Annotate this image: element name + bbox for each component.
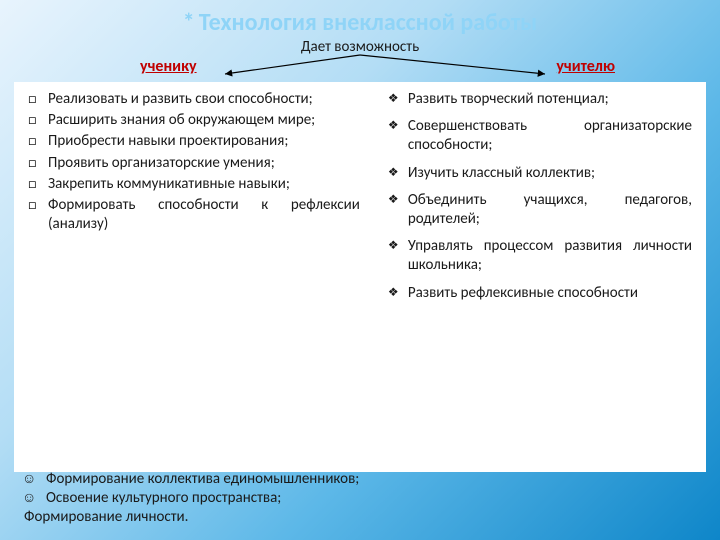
content-box: □Реализовать и развить свои способности;… (14, 82, 706, 472)
diamond-bullet-icon: ❖ (388, 191, 408, 210)
diamond-bullet-icon: ❖ (388, 164, 408, 183)
diamond-bullet-icon: ❖ (388, 90, 408, 109)
list-item: ❖Управлять процессом развития личности ш… (388, 237, 692, 275)
labels-row: ученику учителю (0, 57, 720, 81)
right-column: ❖Развить творческий потенциал; ❖Совершен… (374, 82, 706, 472)
star-icon: * (183, 8, 195, 37)
list-item: ❖Объединить учащихся, педагогов, родител… (388, 191, 692, 229)
item-text: Формировать способности к рефлексии (ана… (48, 196, 360, 234)
list-item: ❖Изучить классный коллектив; (388, 164, 692, 183)
item-text: Объединить учащихся, педагогов, родителе… (408, 191, 692, 229)
item-text: Реализовать и развить свои способности; (48, 90, 360, 109)
footer: ☺ Формирование коллектива единомышленник… (14, 470, 706, 528)
item-text: Изучить классный коллектив; (408, 164, 692, 183)
list-item: □Проявить организаторские умения; (28, 154, 360, 173)
item-text: Управлять процессом развития личности шк… (408, 237, 692, 275)
smiley-bullet-icon: ☺ (22, 489, 46, 507)
title-text: Технология внеклассной работы (199, 8, 538, 37)
square-bullet-icon: □ (28, 175, 48, 194)
item-text: Приобрести навыки проектирования; (48, 132, 360, 151)
list-item: □Закрепить коммуникативные навыки; (28, 175, 360, 194)
diamond-bullet-icon: ❖ (388, 237, 408, 256)
square-bullet-icon: □ (28, 132, 48, 151)
list-item: ❖Совершенствовать организаторские способ… (388, 117, 692, 155)
diamond-bullet-icon: ❖ (388, 284, 408, 303)
square-bullet-icon: □ (28, 196, 48, 215)
item-text: Расширить знания об окружающем мире; (48, 111, 360, 130)
list-item: □Приобрести навыки проектирования; (28, 132, 360, 151)
label-teacher: учителю (556, 57, 615, 76)
square-bullet-icon: □ (28, 90, 48, 109)
item-text: Совершенствовать организаторские способн… (408, 117, 692, 155)
footer-item: ☺ Формирование коллектива единомышленник… (14, 470, 706, 489)
list-item: □Формировать способности к рефлексии (ан… (28, 196, 360, 234)
item-text: Развить рефлексивные способности (408, 284, 692, 303)
list-item: ❖Развить творческий потенциал; (388, 90, 692, 109)
list-item: □Расширить знания об окружающем мире; (28, 111, 360, 130)
list-item: ❖Развить рефлексивные способности (388, 284, 692, 303)
footer-text: Формирование коллектива единомышленников… (46, 470, 359, 489)
item-text: Развить творческий потенциал; (408, 90, 692, 109)
square-bullet-icon: □ (28, 111, 48, 130)
item-text: Закрепить коммуникативные навыки; (48, 175, 360, 194)
subtitle: Дает возможность (0, 38, 720, 56)
diamond-bullet-icon: ❖ (388, 117, 408, 136)
slide-title: *Технология внеклассной работы (0, 8, 720, 37)
label-student: ученику (140, 57, 197, 76)
smiley-bullet-icon: ☺ (22, 470, 46, 488)
square-bullet-icon: □ (28, 154, 48, 173)
footer-last: Формирование личности. (14, 508, 706, 527)
left-column: □Реализовать и развить свои способности;… (14, 82, 374, 472)
footer-text: Освоение культурного пространства; (46, 489, 281, 508)
item-text: Проявить организаторские умения; (48, 154, 360, 173)
slide: *Технология внеклассной работы Дает возм… (0, 0, 720, 540)
footer-item: ☺ Освоение культурного пространства; (14, 489, 706, 508)
list-item: □Реализовать и развить свои способности; (28, 90, 360, 109)
